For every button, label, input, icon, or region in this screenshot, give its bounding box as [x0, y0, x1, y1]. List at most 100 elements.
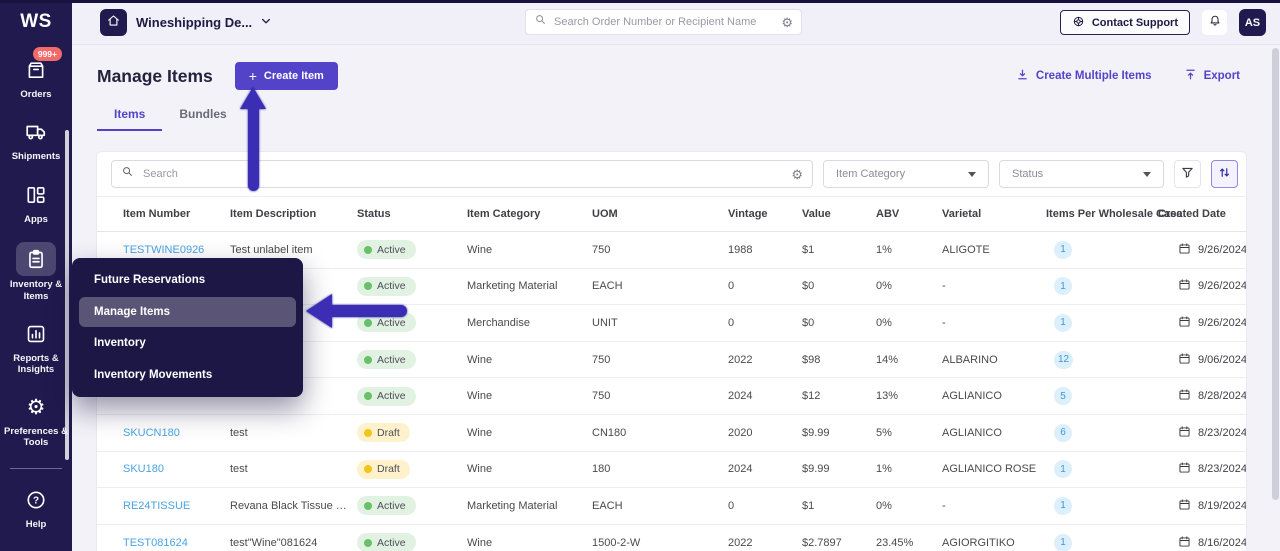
item-number-link[interactable]: SKU180 [123, 463, 164, 476]
table-row[interactable]: Active Wine 750 2022 $98 14% ALBARINO 12… [97, 342, 1246, 379]
uom-cell: 180 [592, 463, 611, 476]
status-select[interactable]: Status [999, 160, 1164, 188]
abv-cell: 5% [876, 426, 892, 439]
sidebar-item-reports-insights[interactable]: Reports & Insights [0, 319, 72, 376]
varietal-cell: AGLIANICO ROSE [942, 463, 1037, 476]
value-cell: $12 [802, 390, 821, 403]
vintage-cell: 2022 [728, 536, 753, 549]
created-date-cell: 9/26/2024 [1158, 242, 1246, 258]
global-search-input[interactable] [554, 16, 775, 28]
sidebar-item-help[interactable]: ? Help [0, 485, 72, 530]
item-category-cell: Wine [467, 463, 493, 476]
calendar-icon [1178, 535, 1191, 551]
calendar-icon [1178, 388, 1191, 404]
tab-bundles[interactable]: Bundles [179, 107, 227, 121]
abv-cell: 1% [876, 243, 892, 256]
varietal-cell: - [942, 499, 946, 512]
menu-item-inventory[interactable]: Inventory [94, 337, 146, 350]
truck-icon [16, 117, 56, 147]
uom-cell: EACH [592, 280, 623, 293]
head-links: Create Multiple Items Export [1016, 68, 1240, 84]
life-ring-icon [1072, 15, 1085, 31]
user-avatar[interactable]: AS [1239, 9, 1266, 36]
table-row[interactable]: SKUCN180 test Draft Wine CN180 2020 $9.9… [97, 415, 1246, 452]
page-scrollbar[interactable] [1272, 48, 1279, 548]
window-top-edge [0, 0, 1280, 3]
status-dot-icon [364, 245, 372, 254]
menu-item-inventory-movements[interactable]: Inventory Movements [94, 368, 213, 381]
item-category-cell: Wine [467, 243, 493, 256]
uom-cell: UNIT [592, 316, 618, 329]
home-button[interactable] [100, 8, 127, 36]
column-header-abv: ABV [876, 208, 900, 220]
item-number-link[interactable]: TEST081624 [123, 536, 188, 549]
table-row[interactable]: Active Marketing Material EACH 0 $0 0% -… [97, 269, 1246, 306]
menu-item-future-reservations[interactable]: Future Reservations [94, 274, 206, 286]
created-date-cell: 8/23/2024 [1158, 461, 1246, 477]
item-number-link[interactable]: TESTWINE0926 [123, 243, 205, 256]
item-category-cell: Marketing Material [467, 280, 558, 293]
contact-support-button[interactable]: Contact Support [1059, 10, 1190, 35]
export-link[interactable]: Export [1184, 68, 1240, 84]
sidebar-item-inventory-items[interactable]: Inventory & Items [0, 242, 72, 302]
table-row[interactable]: TEST081624 test"Wine"081624 Active Wine … [97, 525, 1246, 551]
value-cell: $1 [802, 499, 815, 512]
svg-text:?: ? [33, 495, 39, 506]
varietal-cell: ALIGOTE [942, 243, 990, 256]
column-header-item-description: Item Description [230, 208, 317, 220]
table-search-settings-gear-icon[interactable]: ⚙ [791, 166, 803, 182]
tab-items[interactable]: Items [97, 102, 163, 131]
calendar-icon [1178, 498, 1191, 514]
sidebar-item-shipments[interactable]: Shipments [0, 117, 72, 162]
funnel-icon [1180, 165, 1195, 183]
table-row[interactable]: Active Merchandise UNIT 0 $0 0% - 1 9/26… [97, 305, 1246, 342]
item-category-select[interactable]: Item Category [823, 160, 989, 188]
table-row[interactable]: RE24TISSUE Revana Black Tissue with... A… [97, 488, 1246, 525]
item-number-link[interactable]: SKUCN180 [123, 426, 180, 439]
sidebar-item-preferences-tools[interactable]: ⚙ Preferences & Tools [0, 393, 72, 449]
table-row[interactable]: SKU180 test Draft Wine 180 2024 $9.99 1%… [97, 452, 1246, 489]
box-icon [16, 55, 56, 85]
column-header-uom: UOM [592, 208, 618, 220]
bell-icon [1208, 14, 1222, 31]
uom-cell: 750 [592, 243, 611, 256]
items-per-case-badge: 1 [1054, 240, 1072, 259]
create-item-button[interactable]: + Create Item [234, 62, 338, 90]
table-row[interactable]: TESTWINE0926 Test unlabel item Active Wi… [97, 232, 1246, 269]
org-selector[interactable]: Wineshipping De... [136, 15, 272, 30]
column-header-item-number: Item Number [123, 208, 191, 220]
create-multiple-items-link[interactable]: Create Multiple Items [1016, 68, 1152, 84]
column-header-status: Status [357, 208, 391, 220]
created-date-cell: 8/16/2024 [1158, 535, 1246, 551]
created-date-cell: 8/28/2024 [1158, 388, 1246, 404]
sidebar-nav: 999+ Orders Shipments Apps Inventory & I… [0, 47, 72, 547]
abv-cell: 23.45% [876, 536, 914, 549]
menu-item-manage-items[interactable]: Manage Items [79, 296, 296, 327]
notifications-button[interactable] [1202, 10, 1227, 35]
sort-icon [1217, 165, 1232, 183]
vintage-cell: 2020 [728, 426, 753, 439]
item-category-cell: Merchandise [467, 316, 530, 329]
sidebar-item-orders[interactable]: 999+ Orders [0, 47, 72, 100]
created-date-cell: 9/26/2024 [1158, 278, 1246, 294]
column-header-items-per-wholesale-case: Items Per Wholesale Case [1046, 208, 1183, 220]
gear-icon: ⚙ [26, 396, 46, 420]
sidebar-scrollbar[interactable] [65, 130, 69, 460]
calendar-icon [1178, 278, 1191, 294]
items-panel: ⚙ Item Category Status Item Number Item D… [96, 151, 1247, 551]
item-number-link[interactable]: RE24TISSUE [123, 499, 191, 512]
column-header-value: Value [802, 208, 831, 220]
sort-button[interactable] [1211, 160, 1238, 188]
table-search-input[interactable] [143, 168, 783, 180]
page-head: Manage Items + Create Item Create Multip… [97, 62, 1240, 90]
sidebar-item-apps[interactable]: Apps [0, 180, 72, 225]
filter-button[interactable] [1174, 160, 1201, 188]
status-dot-icon [364, 465, 372, 474]
global-search[interactable]: ⚙ [525, 9, 802, 35]
calendar-icon [1178, 315, 1191, 331]
uom-cell: CN180 [592, 426, 627, 439]
search-settings-gear-icon[interactable]: ⚙ [781, 14, 793, 30]
table-search[interactable]: ⚙ [111, 160, 813, 188]
status-badge: Draft [357, 459, 410, 479]
table-row[interactable]: Active Wine 750 2024 $12 13% AGLIANICO 5… [97, 378, 1246, 415]
